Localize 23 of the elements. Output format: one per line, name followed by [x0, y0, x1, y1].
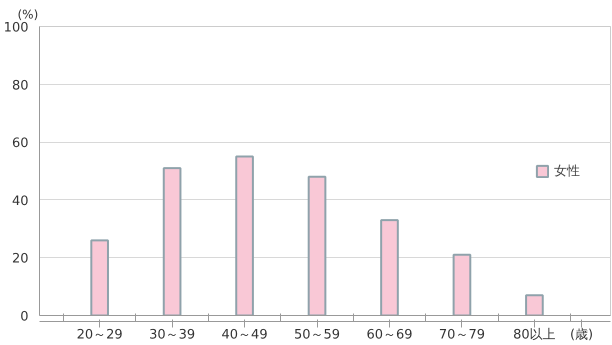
y-tick-label: 60 [12, 136, 29, 152]
bar [90, 239, 109, 316]
x-tick-label: 70～79 [438, 328, 486, 342]
y-tick-label: 100 [4, 20, 29, 36]
y-tick-label: 20 [12, 252, 29, 267]
x-tick-label: 80以上 [513, 328, 556, 342]
bar [235, 156, 254, 316]
x-tick-label: 20～29 [76, 328, 123, 342]
y-tick-label: 40 [12, 194, 29, 209]
bar [308, 176, 326, 316]
x-tick-label: 30～39 [149, 328, 196, 342]
bar [525, 294, 544, 316]
x-tick-label: 40～49 [222, 328, 268, 342]
x-tick-label: 60～69 [366, 328, 413, 342]
x-axis-title: (歳) [570, 328, 594, 342]
y-tick-label: 0 [20, 310, 29, 324]
y-axis-title: (%) [18, 8, 38, 22]
legend-label: 女性 [554, 162, 580, 180]
bar [452, 254, 472, 316]
y-tick-label: 80 [12, 78, 29, 94]
x-tick-label: 50～59 [294, 328, 340, 342]
bar [380, 219, 399, 316]
bar [162, 167, 182, 316]
